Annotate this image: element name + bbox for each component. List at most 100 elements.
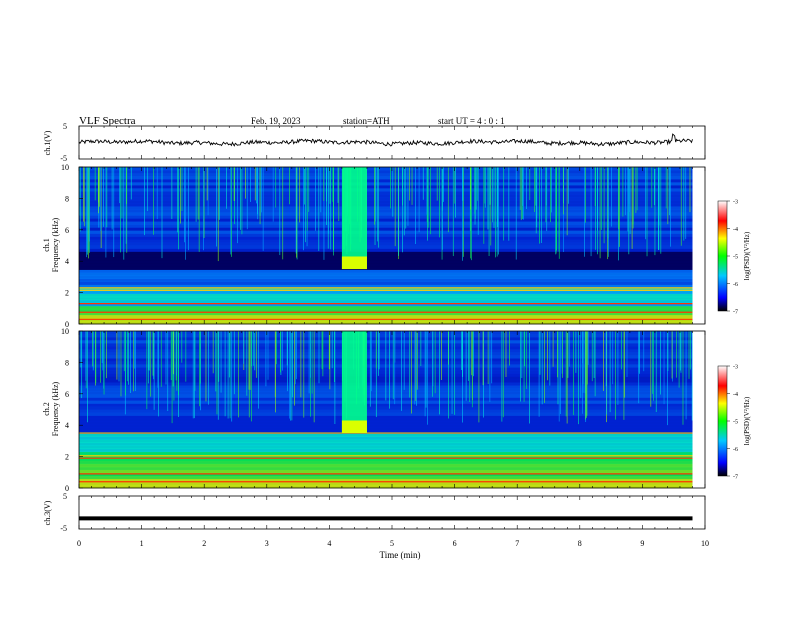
spectrogram-band <box>79 448 693 453</box>
emission-burst <box>341 167 367 270</box>
spectrogram-band <box>79 290 693 295</box>
spec-ytick-label: 2 <box>65 453 69 462</box>
start-time-label: start UT = 4 : 0 : 1 <box>438 116 505 126</box>
ch3-voltage-frame <box>78 495 706 530</box>
ch1-spec-ylabel-line2: Frequency (kHz) <box>51 217 60 272</box>
x-tick-label: 6 <box>453 539 457 548</box>
ch1-ytick-top: 5 <box>63 122 67 131</box>
ch2-colorbar-label: log(PSD)(V²/Hz) <box>743 396 751 445</box>
colorbar-tick-label: -4 <box>733 392 738 398</box>
spectrogram-band <box>79 170 693 174</box>
spectrogram-band <box>79 412 693 416</box>
spectrogram-band <box>79 466 693 471</box>
x-tick-label: 9 <box>640 539 644 548</box>
spectrogram-band <box>79 475 693 480</box>
spectrogram-band <box>79 311 693 316</box>
spectrogram-band <box>79 269 693 273</box>
spectrogram-band <box>79 403 693 407</box>
spectrogram-band <box>79 284 693 289</box>
spectrogram-band <box>79 293 693 298</box>
emission-burst-core <box>341 420 367 434</box>
spectrogram-band <box>79 224 693 228</box>
spectrogram-band <box>79 454 693 459</box>
spec-ytick-label: 2 <box>65 289 69 298</box>
spectrogram-band <box>79 179 693 183</box>
spectrogram-band <box>79 185 693 189</box>
spectrogram-band <box>79 263 693 267</box>
x-axis-label: Time (min) <box>380 550 421 560</box>
spectrogram-band <box>79 194 693 198</box>
colorbar-tick-label: -3 <box>733 200 738 206</box>
colorbar-tick-label: -5 <box>733 420 738 426</box>
colorbar-tick-label: -6 <box>733 282 738 288</box>
spectrogram-band <box>79 436 693 440</box>
spectrogram-band <box>79 218 693 222</box>
spectrogram-band <box>79 239 693 243</box>
ch2-spec-ylabel-line2: Frequency (kHz) <box>51 381 60 436</box>
colorbar-tick-label: -3 <box>733 365 738 371</box>
spec-ytick-label: 4 <box>65 421 69 430</box>
spec-ytick-label: 6 <box>65 390 69 399</box>
x-tick-label: 7 <box>515 539 519 548</box>
spectrogram-band <box>79 200 693 204</box>
ch2-colorbar <box>717 365 728 477</box>
x-tick-label: 0 <box>77 539 81 548</box>
spectrogram-band <box>79 173 693 177</box>
spec-ytick-label: 8 <box>65 194 69 203</box>
spectrogram-band <box>79 308 693 313</box>
colorbar-tick-label: -6 <box>733 447 738 453</box>
spectrogram-band <box>79 206 693 210</box>
spectrogram-band <box>79 275 693 280</box>
spectrogram-band <box>79 257 693 261</box>
figure-title: VLF Spectra <box>79 115 136 127</box>
spec-ytick-label: 4 <box>65 257 69 266</box>
spectrogram-band <box>79 484 693 489</box>
spectrogram-band <box>79 424 693 428</box>
spectrogram-band <box>79 176 693 180</box>
x-tick-label: 8 <box>578 539 582 548</box>
ch1-ylabel: ch.1(V) <box>43 130 52 155</box>
spectrogram-band <box>79 409 693 413</box>
spectrogram-band <box>79 251 693 255</box>
ch1-ytick-bottom: -5 <box>60 154 67 163</box>
spectrogram-band <box>79 182 693 186</box>
spectrogram-band <box>79 406 693 410</box>
spectrogram-band <box>79 421 693 425</box>
spec-ytick-label: 10 <box>61 163 69 172</box>
spectrogram-band <box>79 299 693 304</box>
ch3-ytick-top: 5 <box>63 492 67 501</box>
spectrogram-band <box>79 221 693 225</box>
spectrogram-band <box>79 236 693 240</box>
spectrogram-band <box>79 302 693 307</box>
date-label: Feb. 19, 2023 <box>251 116 301 126</box>
spec-ytick-label: 0 <box>65 484 69 493</box>
spectrogram-band <box>79 460 693 465</box>
x-tick-label: 10 <box>701 539 709 548</box>
ch3-voltage-panel: 5 -5 ch.3(V) 0 1 2 3 4 5 6 7 8 9 10 Time (min) <box>43 492 709 560</box>
spectrogram-band <box>79 248 693 252</box>
ch3-ytick-bottom: -5 <box>60 524 67 533</box>
spectrogram-band <box>79 314 693 319</box>
spectrogram-band <box>79 191 693 195</box>
ch3-ylabel: ch.3(V) <box>43 500 52 525</box>
spectrogram-band <box>79 433 693 437</box>
spectrogram-band <box>79 430 693 434</box>
spectrogram-band <box>79 305 693 310</box>
spectrogram-band <box>79 278 693 283</box>
spectrogram-band <box>79 457 693 462</box>
colorbar-tick-label: -7 <box>733 310 738 316</box>
spectrogram-band <box>79 266 693 270</box>
spectrogram-band <box>79 415 693 419</box>
colorbar-tick-label: -7 <box>733 475 738 481</box>
spectrogram-band <box>79 287 693 292</box>
spectrogram-band <box>79 418 693 422</box>
ch1-voltage-frame <box>78 125 706 160</box>
spec-ytick-label: 0 <box>65 320 69 329</box>
spectrogram-band <box>79 272 693 276</box>
x-tick-label: 2 <box>202 539 206 548</box>
spectrogram-band <box>79 197 693 201</box>
ch1-voltage-line <box>78 133 693 147</box>
x-tick-label: 4 <box>327 539 331 548</box>
